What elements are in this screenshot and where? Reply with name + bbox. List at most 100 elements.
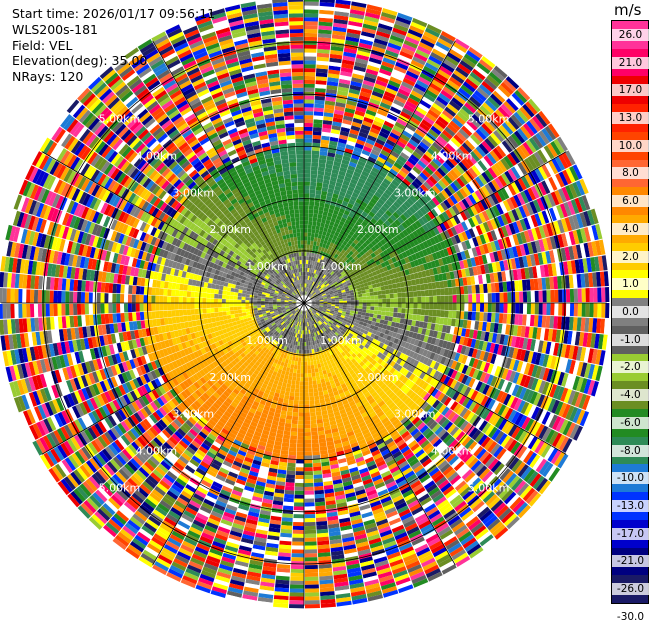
- velocity-gate: [318, 295, 323, 298]
- velocity-gate: [601, 287, 606, 303]
- velocity-gate: [329, 260, 334, 265]
- velocity-gate: [433, 206, 442, 216]
- velocity-gate: [504, 119, 517, 133]
- velocity-gate: [429, 245, 436, 254]
- velocity-gate: [411, 222, 419, 231]
- velocity-gate: [427, 147, 438, 158]
- velocity-gate: [313, 293, 317, 297]
- velocity-gate: [318, 267, 322, 272]
- velocity-gate: [324, 108, 335, 114]
- velocity-gate: [308, 384, 314, 389]
- velocity-gate: [489, 114, 502, 127]
- velocity-gate: [373, 163, 382, 171]
- velocity-gate: [316, 291, 321, 295]
- velocity-gate: [369, 291, 375, 296]
- velocity-gate: [399, 151, 410, 161]
- velocity-gate: [317, 286, 322, 290]
- velocity-gate: [336, 288, 342, 293]
- velocity-gate: [379, 15, 396, 24]
- velocity-gate: [329, 291, 334, 295]
- velocity-gate: [316, 64, 329, 70]
- velocity-gate: [504, 185, 513, 198]
- velocity-gate: [304, 494, 315, 499]
- velocity-gate: [377, 198, 385, 206]
- velocity-gate: [352, 276, 358, 281]
- velocity-gate: [364, 233, 371, 240]
- velocity-gate: [342, 273, 347, 278]
- velocity-gate: [434, 170, 444, 180]
- velocity-gate: [307, 240, 311, 245]
- velocity-gate: [420, 256, 427, 264]
- velocity-gate: [363, 19, 379, 27]
- velocity-gate: [313, 287, 318, 292]
- velocity-gate: [327, 263, 332, 269]
- velocity-gate: [326, 216, 332, 222]
- velocity-gate: [304, 580, 319, 585]
- velocity-gate: [304, 478, 314, 484]
- velocity-gate: [285, 415, 293, 420]
- velocity-gate: [337, 267, 342, 272]
- velocity-gate: [291, 553, 304, 558]
- velocity-gate: [370, 299, 375, 303]
- velocity-gate: [395, 158, 405, 167]
- velocity-gate: [327, 73, 340, 79]
- velocity-gate: [477, 160, 488, 172]
- velocity-gate: [444, 126, 456, 137]
- velocity-gate: [295, 475, 304, 480]
- velocity-gate: [317, 170, 325, 176]
- velocity-gate: [362, 197, 370, 205]
- velocity-gate: [389, 168, 398, 177]
- velocity-gate: [361, 312, 366, 316]
- velocity-gate: [304, 467, 313, 472]
- velocity-gate: [379, 215, 387, 223]
- velocity-gate: [364, 194, 372, 202]
- velocity-gate: [317, 285, 321, 290]
- velocity-gate: [308, 392, 314, 397]
- velocity-gate: [306, 287, 309, 292]
- velocity-gate: [432, 122, 444, 133]
- velocity-gate: [402, 236, 409, 244]
- velocity-gate: [374, 83, 387, 91]
- velocity-gate: [437, 179, 447, 190]
- velocity-gate: [476, 303, 481, 312]
- velocity-gate: [340, 187, 348, 194]
- velocity-gate: [518, 205, 527, 219]
- velocity-gate: [310, 232, 315, 238]
- velocity-gate: [431, 172, 441, 183]
- velocity-gate: [397, 216, 405, 224]
- velocity-gate: [440, 303, 445, 310]
- velocity-gate: [383, 142, 394, 151]
- velocity-gate: [511, 209, 520, 221]
- velocity-gate: [304, 99, 315, 104]
- velocity-gate: [316, 178, 324, 184]
- velocity-gate: [321, 269, 326, 274]
- velocity-gate: [281, 517, 293, 522]
- velocity-gate: [304, 28, 318, 34]
- velocity-gate: [377, 290, 382, 295]
- velocity-gate: [316, 284, 320, 289]
- velocity-gate: [421, 96, 434, 106]
- velocity-gate: [374, 221, 382, 229]
- velocity-gate: [308, 293, 312, 297]
- velocity-gate: [393, 65, 407, 74]
- velocity-gate: [435, 251, 442, 260]
- velocity-gate: [405, 36, 420, 46]
- velocity-gate: [424, 309, 430, 316]
- velocity-gate: [331, 299, 336, 302]
- velocity-gate: [411, 192, 421, 201]
- velocity-gate: [319, 5, 335, 11]
- velocity-gate: [325, 219, 331, 225]
- velocity-gate: [386, 264, 392, 271]
- velocity-gate: [322, 251, 327, 257]
- velocity-gate: [472, 237, 479, 247]
- velocity-gate: [425, 247, 432, 255]
- velocity-gate: [507, 292, 512, 303]
- velocity-gate: [442, 145, 454, 156]
- velocity-gate: [310, 364, 315, 370]
- velocity-gate: [337, 211, 344, 218]
- velocity-gate: [350, 305, 355, 309]
- velocity-gate: [306, 252, 310, 257]
- velocity-gate: [344, 286, 349, 290]
- velocity-gate: [301, 357, 304, 362]
